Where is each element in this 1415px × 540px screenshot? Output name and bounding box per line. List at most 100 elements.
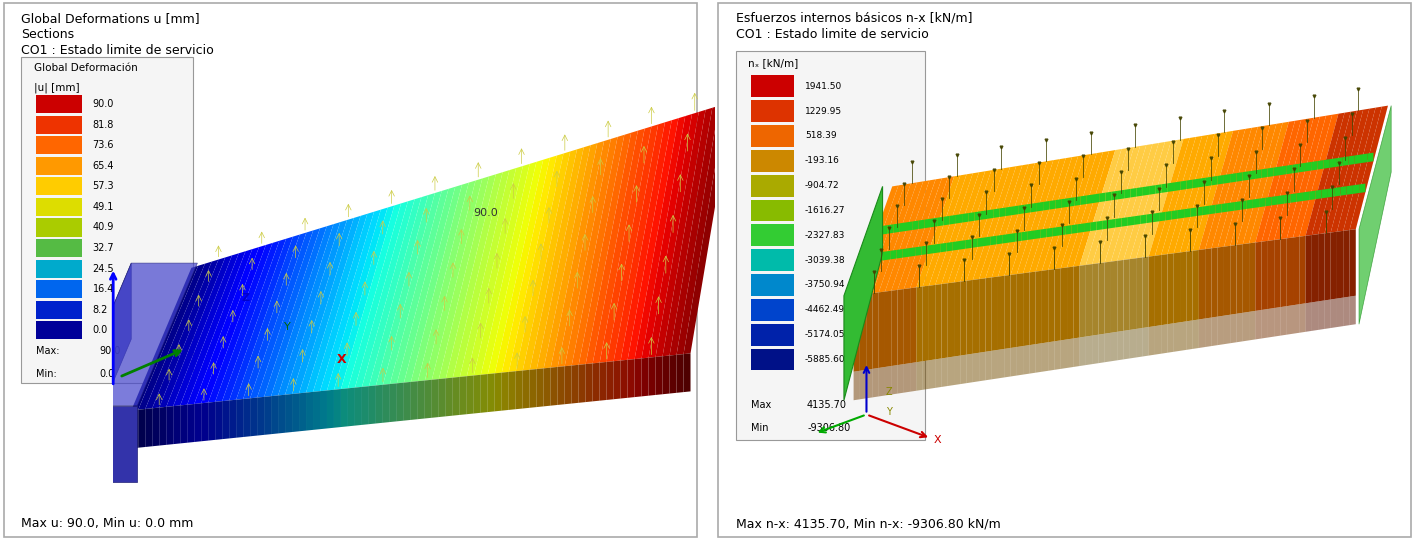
Polygon shape — [1224, 174, 1230, 184]
Polygon shape — [972, 239, 978, 248]
Polygon shape — [1347, 185, 1353, 195]
Polygon shape — [1237, 172, 1242, 181]
Polygon shape — [1255, 241, 1262, 311]
Polygon shape — [291, 393, 299, 432]
Polygon shape — [872, 253, 877, 262]
Polygon shape — [334, 389, 341, 428]
Polygon shape — [1281, 306, 1286, 336]
Polygon shape — [166, 255, 232, 407]
Bar — [751, 200, 794, 221]
Polygon shape — [446, 172, 502, 379]
Polygon shape — [965, 239, 972, 249]
Polygon shape — [1249, 311, 1255, 340]
Polygon shape — [1162, 136, 1203, 255]
Text: 518.39: 518.39 — [805, 131, 836, 140]
Polygon shape — [1334, 187, 1340, 197]
Polygon shape — [565, 366, 572, 404]
Polygon shape — [1367, 153, 1374, 162]
Polygon shape — [1268, 167, 1274, 177]
Polygon shape — [1162, 324, 1167, 354]
Polygon shape — [1249, 242, 1255, 312]
Text: X: X — [337, 353, 347, 366]
Polygon shape — [1146, 214, 1153, 223]
Text: 90.0: 90.0 — [99, 346, 120, 356]
Polygon shape — [1286, 165, 1292, 174]
Text: CO1 : Estado limite de servicio: CO1 : Estado limite de servicio — [736, 28, 928, 41]
Polygon shape — [1286, 116, 1326, 238]
Polygon shape — [979, 352, 985, 381]
Polygon shape — [879, 181, 923, 292]
Polygon shape — [1129, 141, 1172, 259]
Polygon shape — [928, 360, 935, 389]
Polygon shape — [593, 129, 645, 363]
Polygon shape — [884, 291, 891, 367]
Polygon shape — [1081, 195, 1087, 205]
Text: Max u: 90.0, Min u: 0.0 mm: Max u: 90.0, Min u: 0.0 mm — [21, 517, 194, 530]
Polygon shape — [1360, 184, 1365, 193]
Polygon shape — [1054, 340, 1061, 370]
Polygon shape — [923, 286, 928, 361]
Polygon shape — [1010, 347, 1017, 376]
Polygon shape — [621, 360, 628, 399]
Bar — [37, 178, 82, 195]
Polygon shape — [1230, 245, 1237, 315]
Polygon shape — [1296, 192, 1303, 202]
Polygon shape — [966, 354, 974, 383]
Polygon shape — [948, 356, 954, 386]
Polygon shape — [941, 357, 948, 387]
Polygon shape — [628, 118, 679, 360]
Polygon shape — [935, 284, 941, 360]
Polygon shape — [1299, 236, 1306, 304]
Polygon shape — [495, 158, 550, 373]
Polygon shape — [208, 402, 215, 441]
Polygon shape — [1036, 271, 1041, 344]
Polygon shape — [558, 366, 565, 405]
Polygon shape — [1255, 170, 1261, 179]
Polygon shape — [1293, 114, 1332, 238]
Polygon shape — [1043, 201, 1050, 211]
Polygon shape — [897, 249, 903, 259]
Polygon shape — [272, 224, 334, 396]
Bar — [751, 274, 794, 296]
Polygon shape — [250, 397, 258, 436]
Polygon shape — [1058, 226, 1065, 235]
Polygon shape — [884, 251, 890, 260]
Polygon shape — [873, 292, 879, 369]
Polygon shape — [1155, 137, 1196, 256]
Polygon shape — [1237, 313, 1242, 342]
Polygon shape — [1330, 299, 1337, 328]
Polygon shape — [908, 247, 916, 256]
Polygon shape — [1122, 217, 1128, 227]
Polygon shape — [417, 180, 475, 381]
Polygon shape — [676, 104, 726, 355]
Polygon shape — [655, 110, 706, 357]
Polygon shape — [460, 168, 516, 377]
Polygon shape — [502, 372, 509, 410]
Polygon shape — [985, 351, 992, 380]
Polygon shape — [1023, 272, 1029, 346]
Polygon shape — [1003, 234, 1009, 244]
Polygon shape — [897, 178, 942, 290]
Polygon shape — [1316, 190, 1322, 199]
Polygon shape — [536, 145, 590, 369]
Polygon shape — [904, 288, 910, 364]
Polygon shape — [882, 225, 887, 235]
Polygon shape — [565, 137, 617, 366]
Polygon shape — [1323, 159, 1330, 168]
Polygon shape — [1249, 170, 1255, 180]
Text: -1616.27: -1616.27 — [805, 206, 845, 215]
Polygon shape — [1337, 107, 1375, 232]
Polygon shape — [1343, 106, 1382, 231]
Polygon shape — [139, 264, 205, 410]
Polygon shape — [641, 357, 648, 396]
Polygon shape — [1061, 340, 1067, 369]
Polygon shape — [979, 165, 1023, 279]
Polygon shape — [579, 133, 631, 365]
Polygon shape — [1324, 233, 1330, 300]
Polygon shape — [917, 361, 923, 391]
Polygon shape — [417, 381, 424, 419]
Polygon shape — [998, 276, 1005, 350]
Polygon shape — [453, 377, 460, 416]
Polygon shape — [891, 290, 897, 366]
Polygon shape — [900, 222, 906, 232]
